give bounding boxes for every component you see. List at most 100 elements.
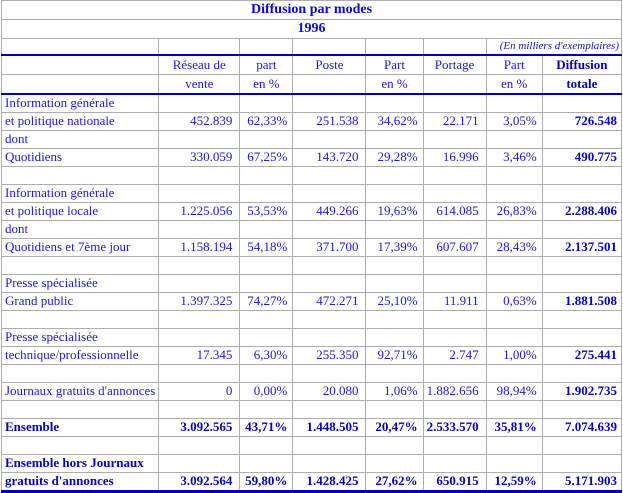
cell-value bbox=[239, 93, 294, 113]
cell-value: 143.720 bbox=[292, 148, 367, 167]
cell-value: 452.839 bbox=[158, 112, 241, 131]
cell-value bbox=[158, 364, 241, 383]
col-header: en % bbox=[365, 74, 424, 95]
cell-value: 19,63% bbox=[365, 202, 424, 221]
col-header: Poste bbox=[292, 54, 367, 75]
cell-value bbox=[422, 436, 487, 455]
table-row: et politique locale 1.225.056 53,53% 449.26… bbox=[0, 202, 623, 221]
cell-value: 17,39% bbox=[365, 238, 424, 257]
cell-value: 92,71% bbox=[365, 346, 424, 365]
cell-value bbox=[422, 274, 487, 293]
table-row: Journaux gratuits d'annonces 0 0,00% 20.080… bbox=[0, 382, 623, 401]
cell-value bbox=[239, 166, 294, 185]
cell-value: 614.085 bbox=[422, 202, 487, 221]
cell-value: 1,00% bbox=[485, 346, 543, 365]
cell-value: 6,30% bbox=[239, 346, 294, 365]
col-header: vente bbox=[158, 74, 241, 95]
table-row: Presse spécialisée bbox=[0, 328, 623, 347]
table-year-row: 1996 bbox=[1, 19, 622, 39]
table-row: technique/professionnelle 17.345 6,30% 255.… bbox=[0, 346, 623, 365]
cell-value bbox=[365, 274, 424, 293]
row-label: dont bbox=[0, 220, 160, 239]
table-row: Grand public 1.397.325 74,27% 472.271 25,10%… bbox=[0, 292, 623, 311]
cell-value: 22.171 bbox=[422, 112, 487, 131]
row-label: dont bbox=[0, 130, 160, 149]
cell-value: 607.607 bbox=[422, 238, 487, 257]
cell-value bbox=[422, 166, 487, 185]
col-header-totale: totale bbox=[541, 74, 623, 95]
col-header: Réseau de bbox=[158, 54, 241, 75]
cell-value bbox=[485, 220, 543, 239]
cell-value: 53,53% bbox=[239, 202, 294, 221]
cell-value bbox=[292, 256, 367, 275]
cell-value: 0,63% bbox=[485, 292, 543, 311]
cell-value bbox=[365, 220, 424, 239]
row-label bbox=[0, 364, 160, 383]
empty-cell bbox=[422, 38, 487, 56]
cell-value bbox=[485, 274, 543, 293]
cell-value bbox=[485, 364, 543, 383]
cell-value bbox=[239, 400, 294, 419]
cell-value: 255.350 bbox=[292, 346, 367, 365]
cell-value bbox=[485, 93, 543, 113]
col-header: en % bbox=[485, 74, 543, 95]
cell-value: 3.092.565 bbox=[158, 418, 241, 437]
cell-value bbox=[292, 436, 367, 455]
col-header: Part bbox=[365, 54, 424, 75]
cell-value: 1.882.656 bbox=[422, 382, 487, 401]
cell-value bbox=[239, 364, 294, 383]
cell-value bbox=[365, 454, 424, 473]
cell-value bbox=[485, 310, 543, 329]
row-label bbox=[0, 400, 160, 419]
cell-value: 490.775 bbox=[541, 148, 623, 167]
row-label: Quotidiens bbox=[0, 148, 160, 167]
cell-value bbox=[485, 454, 543, 473]
table-row: gratuits d'annonces 3.092.564 59,80% 1.428.… bbox=[0, 472, 623, 493]
cell-value: 2.137.501 bbox=[541, 238, 623, 257]
cell-value: 35,81% bbox=[485, 418, 543, 437]
cell-value: 11.911 bbox=[422, 292, 487, 311]
cell-value bbox=[541, 454, 623, 473]
col-header: part bbox=[239, 54, 294, 75]
table-row: Quotidiens 330.059 67,25% 143.720 29,28% 16.9… bbox=[0, 148, 623, 167]
cell-value bbox=[292, 220, 367, 239]
cell-value bbox=[292, 274, 367, 293]
table-row: Presse spécialisée bbox=[0, 274, 623, 293]
cell-value bbox=[485, 184, 543, 203]
row-label: Journaux gratuits d'annonces bbox=[0, 382, 160, 401]
cell-value: 17.345 bbox=[158, 346, 241, 365]
cell-value bbox=[158, 274, 241, 293]
cell-value bbox=[158, 166, 241, 185]
cell-value bbox=[158, 310, 241, 329]
cell-value bbox=[365, 328, 424, 347]
col-header: en % bbox=[239, 74, 294, 95]
cell-value bbox=[239, 274, 294, 293]
empty-cell bbox=[0, 54, 160, 75]
cell-value bbox=[541, 130, 623, 149]
row-label bbox=[0, 310, 160, 329]
cell-value: 7.074.639 bbox=[541, 418, 623, 437]
spacer-row bbox=[0, 400, 623, 419]
cell-value bbox=[239, 310, 294, 329]
cell-value: 3,05% bbox=[485, 112, 543, 131]
cell-value bbox=[541, 400, 623, 419]
table-row: dont bbox=[0, 130, 623, 149]
cell-value bbox=[365, 184, 424, 203]
cell-value bbox=[292, 130, 367, 149]
empty-cell bbox=[158, 38, 241, 56]
cell-value: 12,59% bbox=[485, 472, 543, 493]
cell-value bbox=[158, 184, 241, 203]
cell-value: 0,00% bbox=[239, 382, 294, 401]
cell-value: 26,83% bbox=[485, 202, 543, 221]
cell-value bbox=[292, 454, 367, 473]
table-row: Quotidiens et 7ème jour 1.158.194 54,18% 37… bbox=[0, 238, 623, 257]
cell-value: 98,94% bbox=[485, 382, 543, 401]
cell-value bbox=[292, 364, 367, 383]
cell-value: 330.059 bbox=[158, 148, 241, 167]
cell-value bbox=[239, 130, 294, 149]
cell-value bbox=[541, 436, 623, 455]
cell-value: 3,46% bbox=[485, 148, 543, 167]
cell-value bbox=[158, 256, 241, 275]
cell-value: 1.902.735 bbox=[541, 382, 623, 401]
cell-value: 726.548 bbox=[541, 112, 623, 131]
